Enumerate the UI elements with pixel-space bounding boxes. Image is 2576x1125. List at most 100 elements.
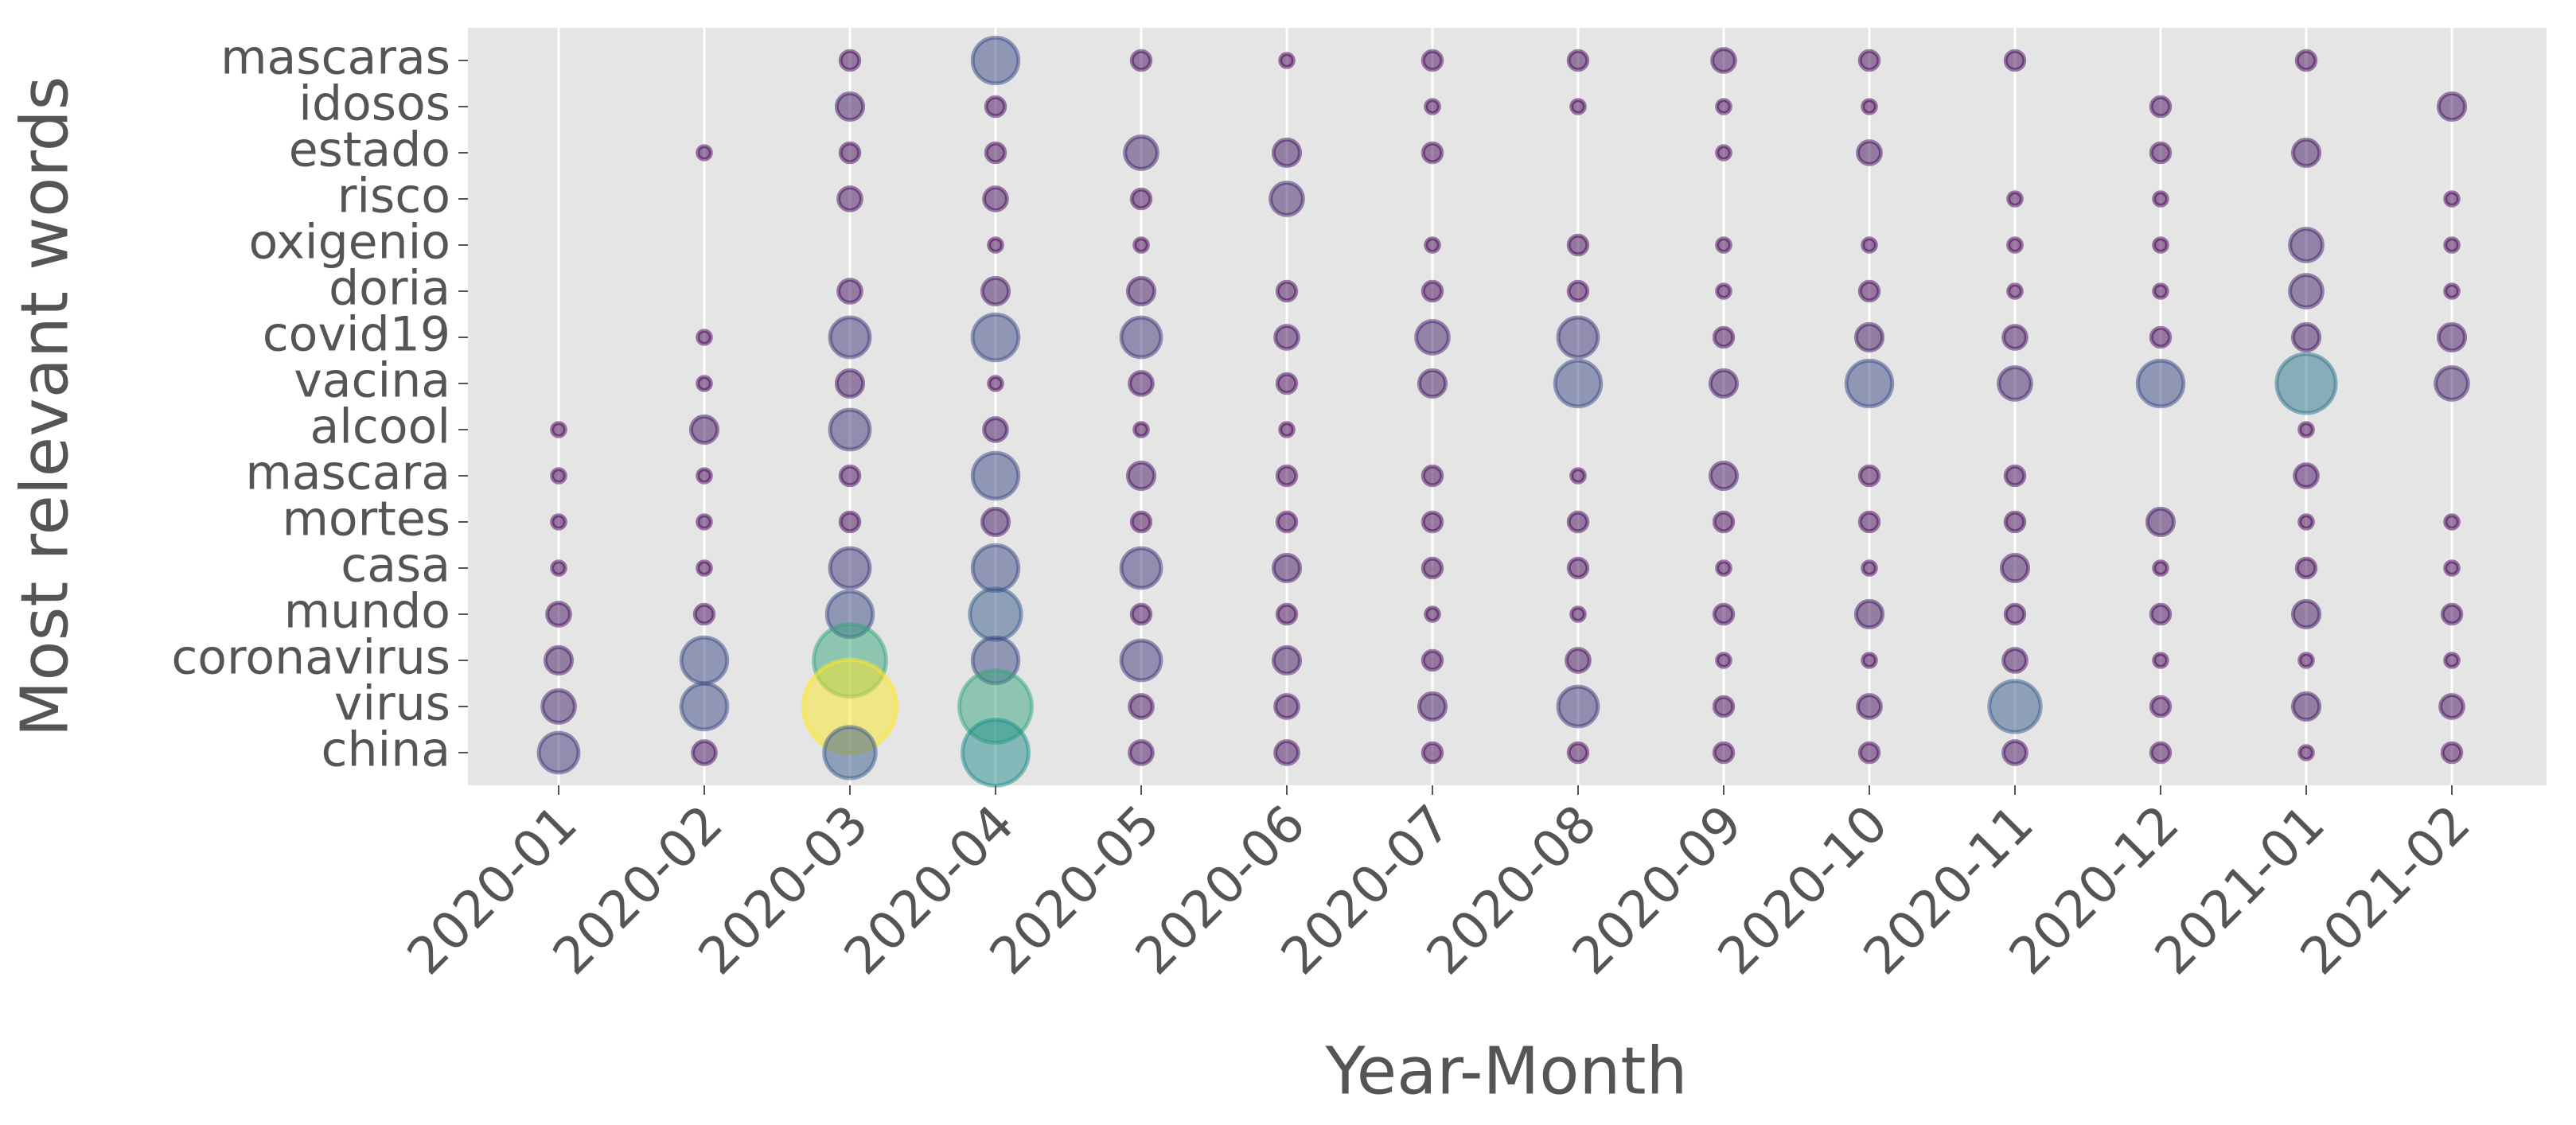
bubble	[2149, 95, 2173, 119]
bubble	[1861, 559, 1878, 577]
bubble	[696, 467, 713, 485]
bubble	[1421, 279, 1444, 303]
bubble	[828, 407, 872, 452]
bubble	[1275, 279, 1299, 303]
bubble	[696, 375, 713, 392]
bubble	[1712, 695, 1736, 718]
bubble	[1987, 679, 2043, 734]
bubble	[2434, 365, 2470, 402]
bubble	[1710, 47, 1737, 74]
bubble	[838, 464, 862, 488]
y-tick-label: estado	[289, 123, 450, 178]
y-tick-label: mundo	[284, 584, 450, 640]
bubble	[834, 91, 866, 123]
bubble	[970, 543, 1021, 594]
bubble	[2436, 91, 2468, 123]
y-tick-label: alcool	[310, 399, 450, 455]
bubble	[2290, 598, 2322, 630]
bubble	[1566, 510, 1590, 534]
y-tick-label: virus	[334, 676, 450, 732]
bubble	[1129, 602, 1153, 626]
bubble	[1424, 98, 1441, 115]
bubble	[1273, 693, 1300, 720]
bubble	[968, 586, 1023, 642]
bubble	[1421, 141, 1444, 165]
bubble	[2001, 647, 2028, 674]
y-tick-label: coronavirus	[171, 630, 450, 686]
bubble	[987, 236, 1004, 254]
bubble	[2006, 236, 2024, 254]
bubble	[2149, 741, 2173, 765]
bubble	[2440, 741, 2464, 765]
bubble	[545, 601, 572, 628]
bubble	[1712, 325, 1736, 349]
bubble	[688, 414, 720, 446]
bubble	[550, 467, 567, 485]
bubble	[838, 510, 862, 534]
bubble	[2003, 49, 2027, 72]
bubble	[2274, 352, 2338, 415]
bubble	[1273, 324, 1300, 351]
bubble	[1853, 598, 1885, 630]
bubble	[1569, 605, 1587, 623]
bubble	[828, 315, 872, 360]
bubble	[1857, 741, 1881, 765]
bubble	[2443, 559, 2461, 577]
bubble	[1123, 134, 1159, 171]
bubble	[1129, 49, 1153, 72]
bubble	[1421, 556, 1444, 580]
bubble	[1861, 652, 1878, 669]
bubble	[970, 450, 1021, 501]
bubble	[2145, 506, 2177, 538]
y-tick-label: casa	[341, 538, 450, 594]
bubble	[1715, 98, 1732, 115]
bubble	[2152, 236, 2169, 254]
bubble	[1271, 552, 1303, 584]
bubble	[1708, 368, 1740, 399]
bubble	[550, 421, 567, 438]
bubble	[1857, 464, 1881, 488]
bubble	[543, 644, 575, 676]
bubble	[696, 559, 713, 577]
y-tick-label: vacina	[294, 353, 450, 409]
y-tick-label: risco	[337, 169, 450, 224]
bubble	[696, 513, 713, 531]
bubble	[2149, 695, 2173, 718]
bubble	[1421, 648, 1444, 672]
bubble	[1857, 49, 1881, 72]
bubble	[1119, 638, 1163, 683]
bubble	[2440, 602, 2464, 626]
bubble	[984, 141, 1007, 165]
bubble	[982, 185, 1009, 212]
bubble	[1414, 319, 1451, 356]
bubble	[2003, 602, 2027, 626]
bubble	[2293, 462, 2320, 489]
bubble	[1999, 552, 2031, 584]
bubble	[1128, 693, 1155, 720]
bubble	[2297, 652, 2315, 669]
bubble	[1712, 741, 1736, 765]
bubble	[1132, 421, 1150, 438]
bubble	[2006, 282, 2024, 300]
y-tick-label: china	[322, 722, 450, 778]
bubble	[696, 144, 713, 162]
bubble	[536, 730, 581, 775]
bubble	[980, 275, 1011, 307]
y-tick-label: covid19	[263, 307, 450, 363]
bubble	[1129, 187, 1153, 211]
bubble	[1278, 52, 1296, 69]
bubble	[1553, 358, 1604, 409]
bubble	[550, 513, 567, 531]
bubble	[1128, 739, 1155, 766]
bubble	[1715, 652, 1732, 669]
bubble	[1566, 233, 1590, 257]
bubble	[1119, 546, 1163, 590]
bubble	[1861, 236, 1878, 254]
bubble	[828, 546, 872, 590]
bubble	[1271, 137, 1303, 169]
bubble	[1275, 510, 1299, 534]
bubble	[2149, 602, 2173, 626]
y-tick-label: idosos	[298, 76, 450, 132]
bubble	[970, 35, 1021, 86]
